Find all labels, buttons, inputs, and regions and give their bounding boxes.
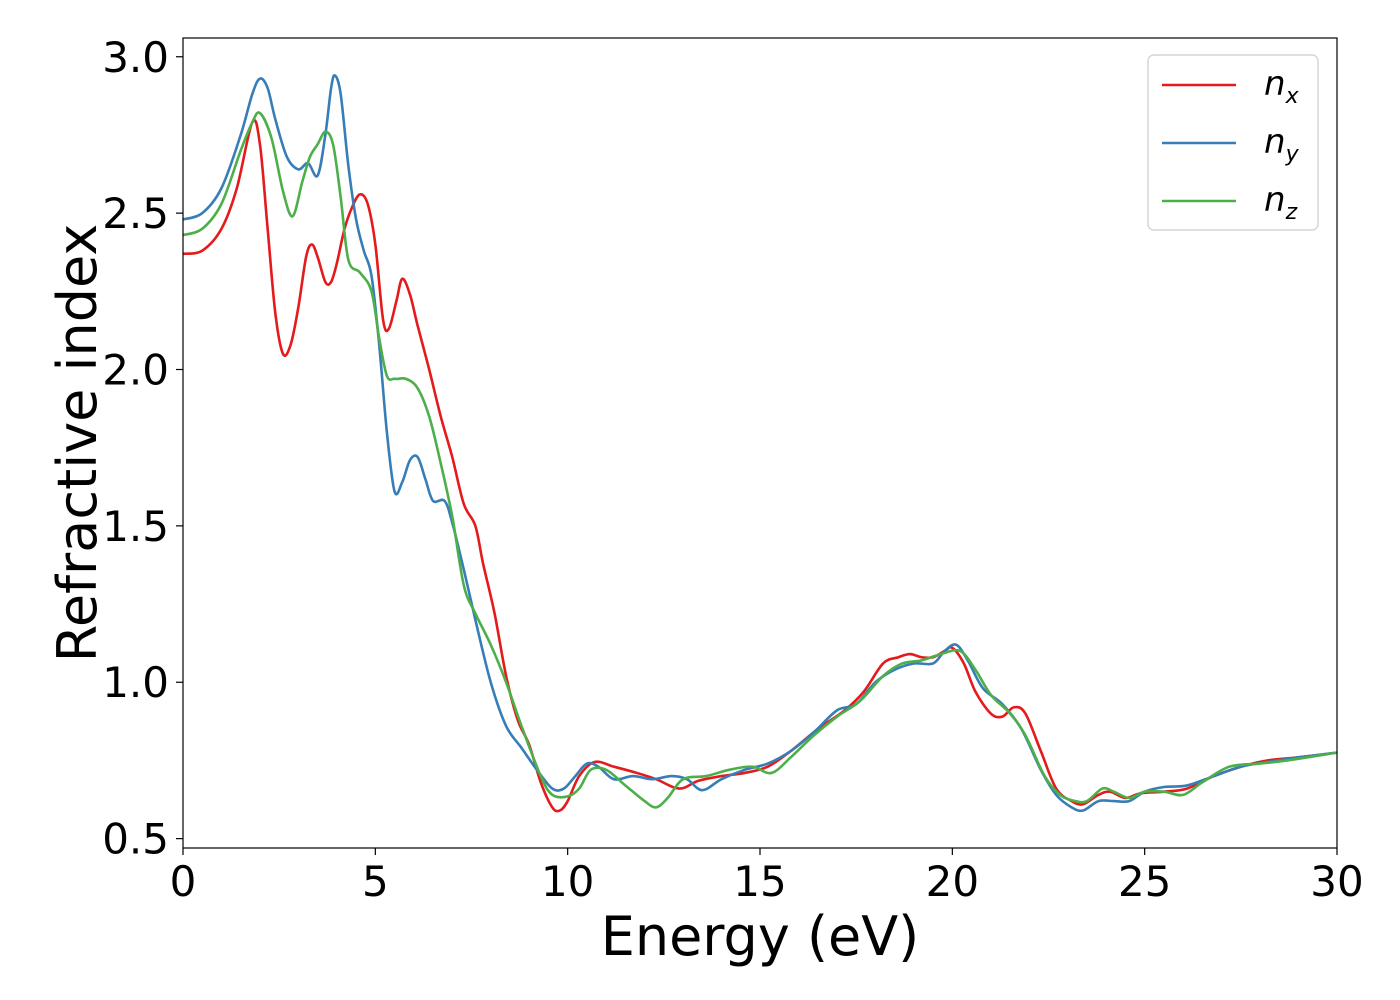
y-tick-label: 1.5 xyxy=(102,502,169,551)
y-tick-label: 2.0 xyxy=(102,346,169,395)
x-tick-label: 20 xyxy=(926,857,979,906)
x-tick-label: 30 xyxy=(1310,857,1363,906)
x-tick-label: 10 xyxy=(541,857,594,906)
legend-label-ny: ny xyxy=(1264,122,1300,167)
y-tick-label: 2.5 xyxy=(102,189,169,238)
x-tick-label: 15 xyxy=(733,857,786,906)
y-tick-label: 1.0 xyxy=(102,658,169,707)
x-tick-label: 0 xyxy=(170,857,197,906)
legend-label-nz: nz xyxy=(1264,180,1298,225)
series-line-ny xyxy=(183,74,1337,813)
axis-ticks: 0 5 10 15 20 25 30 0.5 1.0 1.5 2.0 2.5 3.0 xyxy=(102,33,1364,906)
legend: nx ny nz xyxy=(1147,54,1319,231)
series-line-nx xyxy=(183,118,1337,813)
series-line-nz xyxy=(183,111,1337,809)
x-tick-label: 5 xyxy=(362,857,389,906)
x-tick-label: 25 xyxy=(1118,857,1171,906)
x-axis-title: Energy (eV) xyxy=(601,905,920,968)
y-tick-label: 0.5 xyxy=(102,815,169,864)
y-axis-title: Refractive index xyxy=(46,224,109,663)
y-tick-label: 3.0 xyxy=(102,33,169,82)
series-layer xyxy=(183,74,1337,813)
legend-label-nx: nx xyxy=(1264,64,1300,109)
